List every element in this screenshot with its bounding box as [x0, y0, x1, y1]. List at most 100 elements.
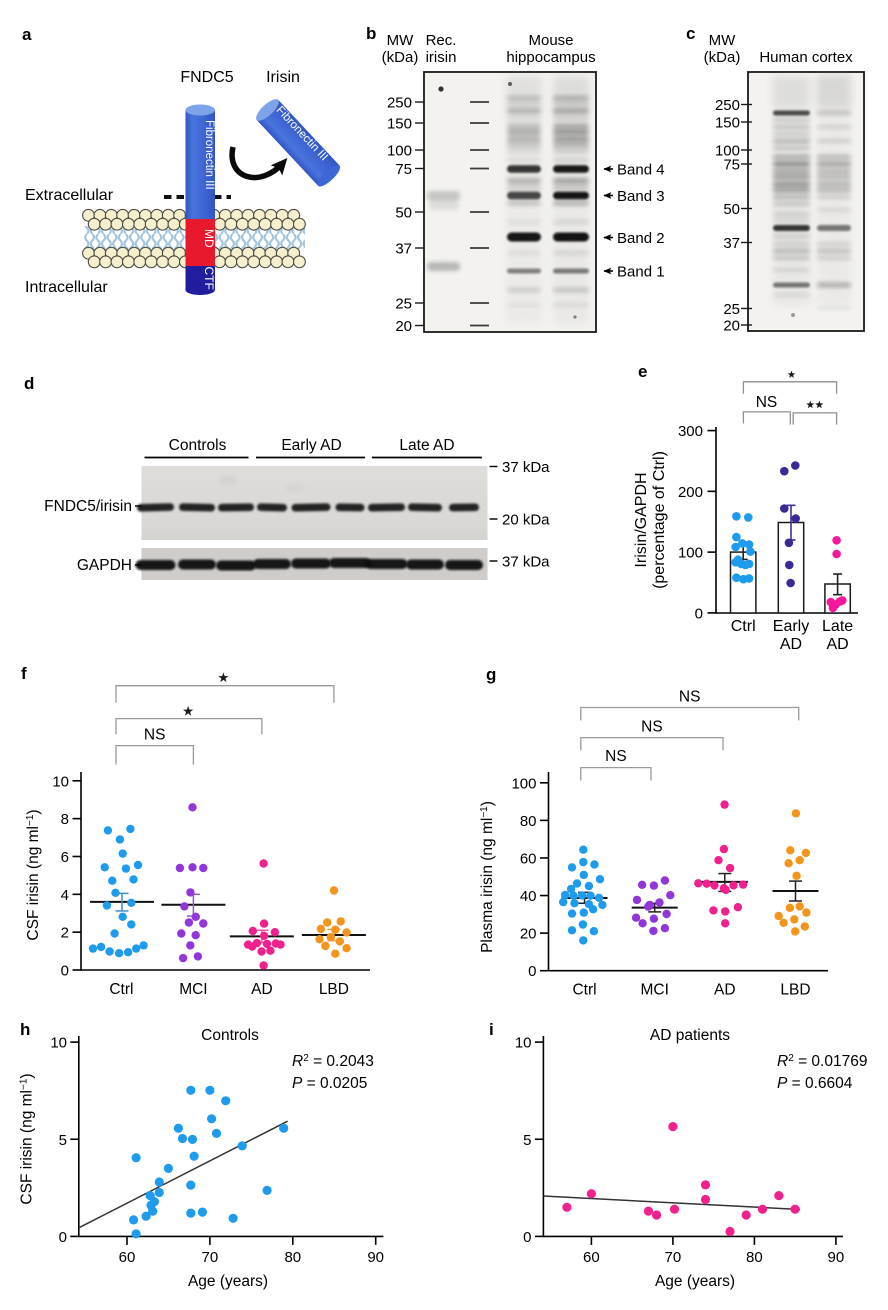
svg-text:(kDa): (kDa) [704, 49, 741, 66]
svg-text:20 kDa: 20 kDa [502, 512, 550, 529]
svg-text:AD: AD [251, 981, 273, 998]
svg-text:90: 90 [828, 1249, 845, 1266]
svg-text:Ctrl: Ctrl [572, 982, 596, 999]
svg-text:P = 0.6604: P = 0.6604 [777, 1075, 853, 1092]
svg-text:AD: AD [780, 636, 802, 653]
svg-text:10: 10 [50, 1035, 67, 1052]
svg-text:MCI: MCI [640, 982, 668, 999]
svg-text:0: 0 [523, 1229, 531, 1246]
svg-text:Human cortex: Human cortex [759, 49, 853, 66]
svg-text:50: 50 [395, 205, 412, 222]
svg-text:Intracellular: Intracellular [25, 279, 108, 296]
svg-text:Age (years): Age (years) [188, 1273, 268, 1290]
svg-text:75: 75 [395, 161, 412, 178]
svg-text:a: a [22, 25, 32, 44]
svg-text:LBD: LBD [780, 982, 810, 999]
svg-text:6: 6 [61, 849, 69, 866]
svg-text:Band 1: Band 1 [617, 264, 665, 281]
svg-text:75: 75 [723, 157, 740, 174]
svg-text:10: 10 [515, 1035, 532, 1052]
svg-text:20: 20 [723, 318, 740, 335]
svg-text:Plasma irisin (ng ml−1): Plasma irisin (ng ml−1) [479, 801, 496, 953]
svg-text:80: 80 [520, 813, 537, 830]
svg-text:NS: NS [144, 727, 166, 744]
svg-text:70: 70 [202, 1249, 219, 1266]
svg-text:Early AD: Early AD [281, 437, 341, 454]
svg-text:Ctrl: Ctrl [731, 618, 756, 635]
svg-text:NS: NS [605, 748, 627, 765]
svg-text:MW: MW [387, 32, 414, 49]
svg-text:FNDC5/irisin: FNDC5/irisin [44, 498, 132, 515]
svg-text:b: b [366, 24, 376, 43]
svg-text:d: d [24, 374, 34, 393]
svg-text:CSF irisin (ng ml−1): CSF irisin (ng ml−1) [19, 1073, 36, 1204]
svg-text:37 kDa: 37 kDa [502, 554, 550, 571]
svg-text:Band 4: Band 4 [617, 162, 665, 179]
svg-text:300: 300 [678, 423, 703, 440]
svg-text:GAPDH: GAPDH [77, 557, 132, 574]
svg-text:Mouse: Mouse [528, 32, 573, 49]
svg-text:50: 50 [723, 201, 740, 218]
svg-text:100: 100 [678, 545, 703, 562]
svg-text:Controls: Controls [169, 437, 227, 454]
svg-text:20: 20 [520, 926, 537, 943]
svg-text:0: 0 [59, 1229, 67, 1246]
svg-text:(percentage of Ctrl): (percentage of Ctrl) [651, 451, 668, 589]
svg-text:60: 60 [520, 850, 537, 867]
svg-text:Band 2: Band 2 [617, 230, 665, 247]
svg-text:10: 10 [52, 773, 69, 790]
svg-text:R2 = 0.2043: R2 = 0.2043 [292, 1053, 374, 1070]
svg-text:Early: Early [773, 618, 809, 635]
svg-text:AD: AD [826, 636, 848, 653]
svg-text:MCI: MCI [179, 981, 207, 998]
svg-text:40: 40 [520, 888, 537, 905]
svg-text:R2 = 0.01769: R2 = 0.01769 [777, 1053, 867, 1070]
svg-text:Extracellular: Extracellular [25, 187, 114, 204]
svg-text:CTF: CTF [202, 267, 216, 290]
svg-text:Age (years): Age (years) [655, 1273, 735, 1290]
svg-text:70: 70 [665, 1249, 682, 1266]
svg-text:MD: MD [202, 229, 216, 248]
svg-text:100: 100 [715, 143, 740, 160]
svg-text:Irisin: Irisin [266, 69, 300, 86]
svg-text:0: 0 [528, 963, 536, 980]
svg-text:25: 25 [723, 301, 740, 318]
svg-text:200: 200 [678, 484, 703, 501]
svg-text:5: 5 [59, 1132, 67, 1149]
svg-text:25: 25 [395, 296, 412, 313]
svg-text:AD patients: AD patients [650, 1027, 730, 1044]
svg-text:250: 250 [387, 95, 412, 112]
svg-text:150: 150 [715, 115, 740, 132]
svg-text:0: 0 [695, 605, 703, 622]
svg-text:i: i [489, 1020, 494, 1039]
svg-text:f: f [21, 664, 27, 683]
svg-text:150: 150 [387, 116, 412, 133]
svg-text:Late: Late [822, 618, 853, 635]
svg-text:(kDa): (kDa) [382, 49, 419, 66]
svg-text:Fibronectin III: Fibronectin III [203, 120, 215, 190]
svg-text:Rec.: Rec. [426, 32, 457, 49]
svg-text:g: g [486, 665, 496, 684]
svg-text:4: 4 [61, 887, 69, 904]
svg-text:2: 2 [61, 925, 69, 942]
svg-text:60: 60 [119, 1249, 136, 1266]
svg-text:e: e [638, 362, 647, 381]
svg-text:c: c [686, 24, 695, 43]
svg-text:20: 20 [395, 318, 412, 335]
svg-text:AD: AD [714, 982, 736, 999]
svg-text:FNDC5: FNDC5 [180, 69, 233, 86]
svg-text:hippocampus: hippocampus [506, 49, 595, 66]
svg-text:LBD: LBD [319, 981, 349, 998]
svg-text:37: 37 [395, 241, 412, 258]
svg-text:37 kDa: 37 kDa [502, 459, 550, 476]
svg-text:90: 90 [367, 1249, 384, 1266]
svg-text:Controls: Controls [201, 1027, 259, 1044]
svg-text:Band 3: Band 3 [617, 188, 665, 205]
svg-text:Irisin/GAPDH: Irisin/GAPDH [633, 472, 650, 567]
svg-text:NS: NS [756, 394, 778, 411]
svg-text:irisin: irisin [426, 49, 457, 66]
svg-text:100: 100 [511, 775, 536, 792]
svg-text:100: 100 [387, 143, 412, 160]
svg-text:NS: NS [641, 719, 663, 736]
svg-text:NS: NS [679, 689, 701, 706]
